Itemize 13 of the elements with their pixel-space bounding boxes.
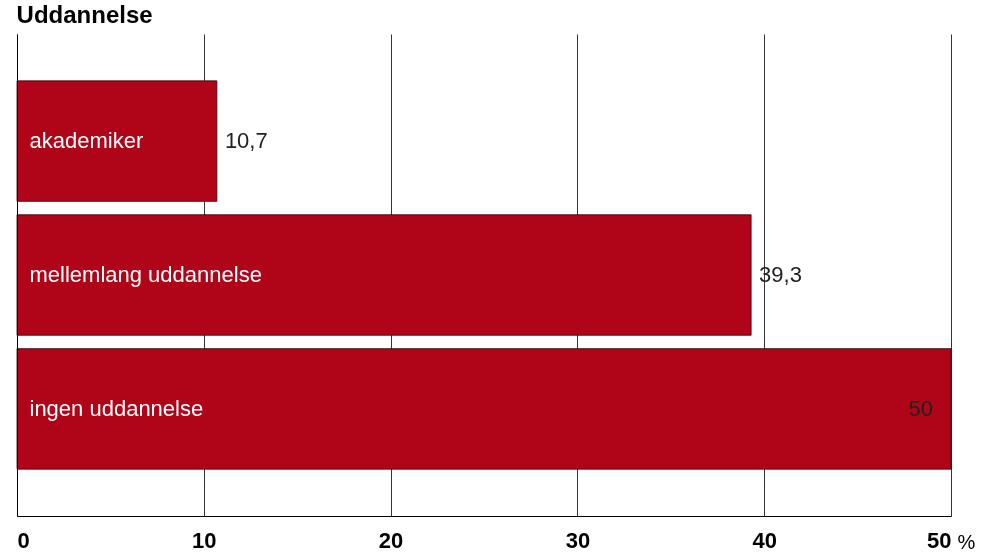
y-tick-label: ingen uddannelse	[29, 395, 204, 421]
y-tick-label: mellemlang uddannelse	[29, 262, 262, 287]
data-label: 10,7	[224, 128, 268, 154]
x-tick-label: 20	[378, 527, 404, 553]
x-tick-label: 10	[192, 527, 217, 553]
y-tick-label: akademiker	[29, 128, 144, 154]
x-tick-label: 30	[565, 527, 591, 553]
data-label: 50	[908, 395, 933, 421]
chart-title: Uddannelse	[16, 1, 153, 28]
x-tick-label: 40	[752, 527, 777, 553]
x-axis-title: %	[957, 530, 976, 553]
x-tick-label: 50	[927, 527, 952, 553]
x-tick-label: 0	[17, 527, 30, 553]
